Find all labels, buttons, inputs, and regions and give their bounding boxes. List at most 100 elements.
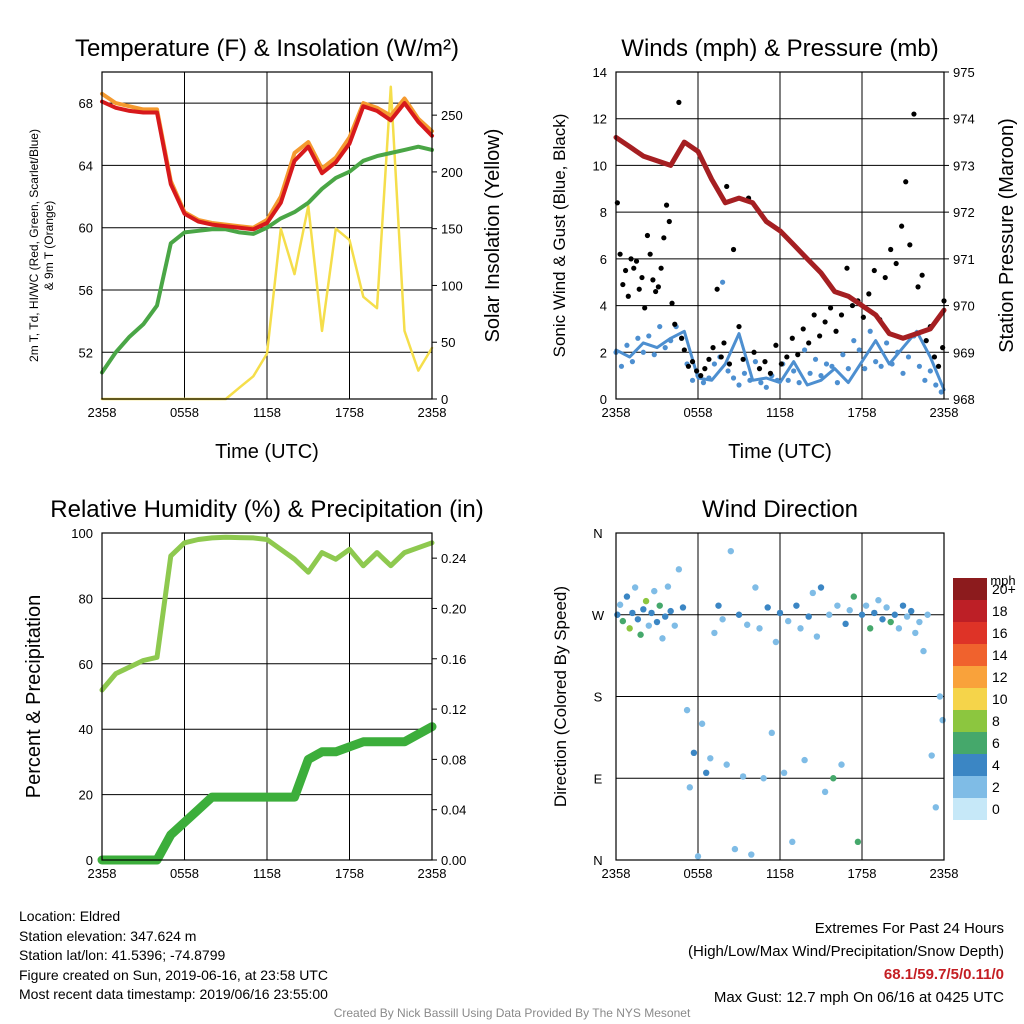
gust-point [679,335,685,341]
gust-point [724,183,730,190]
gust-point [806,340,812,346]
x-tick-label: 2358 [88,866,117,881]
gust-point [710,345,716,351]
wind-point [905,354,912,360]
gust-point [871,267,877,274]
direction-point [813,633,821,640]
y2-tick-label: 50 [441,335,455,350]
x-tick-label: 2358 [418,866,447,881]
gust-point [849,302,856,309]
direction-point [686,784,693,791]
wind-point [763,384,769,390]
direction-point [637,631,644,638]
wind-point [730,375,737,381]
colorbar-label: 12 [992,669,1008,685]
gust-point [706,356,712,362]
gust-point [625,293,631,299]
gust-point [661,235,667,241]
plot-border [615,532,945,861]
direction-point [675,566,683,573]
y2-tick-label: 250 [441,108,463,123]
gust-point [773,342,779,348]
y2-tick-label: 968 [953,392,975,407]
colorbar-swatch [953,732,987,754]
gust-point [817,333,823,339]
wind-point [862,366,868,372]
colorbar-swatch [953,644,987,666]
wind-point [867,328,873,334]
gust-point [730,246,737,253]
direction-point [805,613,812,620]
y2-tick-label: 0.24 [441,551,466,566]
gust-point [694,368,700,374]
wind-point [651,352,657,358]
wind-point [624,342,630,348]
gust-point [860,314,866,320]
gust-point [911,111,917,117]
y-tick-label: S [594,690,603,705]
gust-point [907,242,913,248]
direction-point [826,611,833,618]
direction-point [711,629,718,637]
x-tick-label: 1158 [253,405,281,420]
direction-point [739,773,747,780]
gust-point [811,312,817,318]
gust-point [663,202,670,208]
wind-point [640,349,646,355]
wind-point [689,377,696,383]
gust-point [923,338,929,344]
gust-point [698,373,704,379]
y2-tick-label: 0.04 [441,803,466,818]
extremes-values: 68.1/59.7/5/0.11/0 [883,966,1004,983]
direction-point [932,804,939,811]
direction-point [690,749,698,757]
wind-point [747,377,753,383]
wind-point [823,361,830,367]
gust-point [827,305,834,311]
gust-point [628,256,634,262]
direction-point [903,613,911,620]
x-tick-label: 0558 [684,405,713,420]
direction-point [735,611,743,618]
wind-point [700,380,707,386]
direction-point [891,611,898,618]
direction-point [879,616,886,623]
x-tick-label: 1758 [335,866,364,881]
y2-tick-label: 974 [953,112,975,127]
gust-point [681,347,687,353]
y-axis-label: Percent & Precipitation [23,595,45,798]
chart-title: Relative Humidity (%) & Precipitation (i… [50,496,483,523]
direction-point [656,602,663,609]
x-axis-label: Time (UTC) [728,441,832,463]
direction-point [626,625,633,632]
wind-point [741,370,748,376]
y-tick-label: 80 [79,591,93,606]
chart-title: Winds (mph) & Pressure (mb) [621,35,938,62]
direction-point [760,775,767,782]
wind-point [725,368,731,374]
direction-point [830,775,837,782]
wind-point [662,345,668,351]
gust-point [800,326,806,332]
credit-line: Created By Nick Bassill Using Data Provi… [333,1006,691,1020]
y-axis-label: 2m T, Td, HI/WC (Red, Green, Scarlet/Blu… [27,129,41,362]
x-axis-label: Time (UTC) [215,441,319,463]
gust-point [639,274,645,281]
chart-title: Temperature (F) & Insolation (W/m²) [75,35,459,62]
direction-point [614,611,621,618]
wind-point [812,356,819,362]
x-tick-label: 0558 [170,405,199,420]
direction-point [908,607,915,615]
wind-point [834,380,841,386]
y2-tick-label: 975 [953,65,975,80]
direction-point [744,621,751,628]
gust-point [666,218,672,225]
direction-point [875,597,882,604]
colorbar-title: mph [990,573,1015,588]
gust-point [893,260,899,267]
direction-point [703,769,710,776]
direction-point [838,761,845,768]
y2-tick-label: 0.16 [441,652,466,667]
y-tick-label: 10 [593,158,607,173]
direction-point [748,851,755,858]
